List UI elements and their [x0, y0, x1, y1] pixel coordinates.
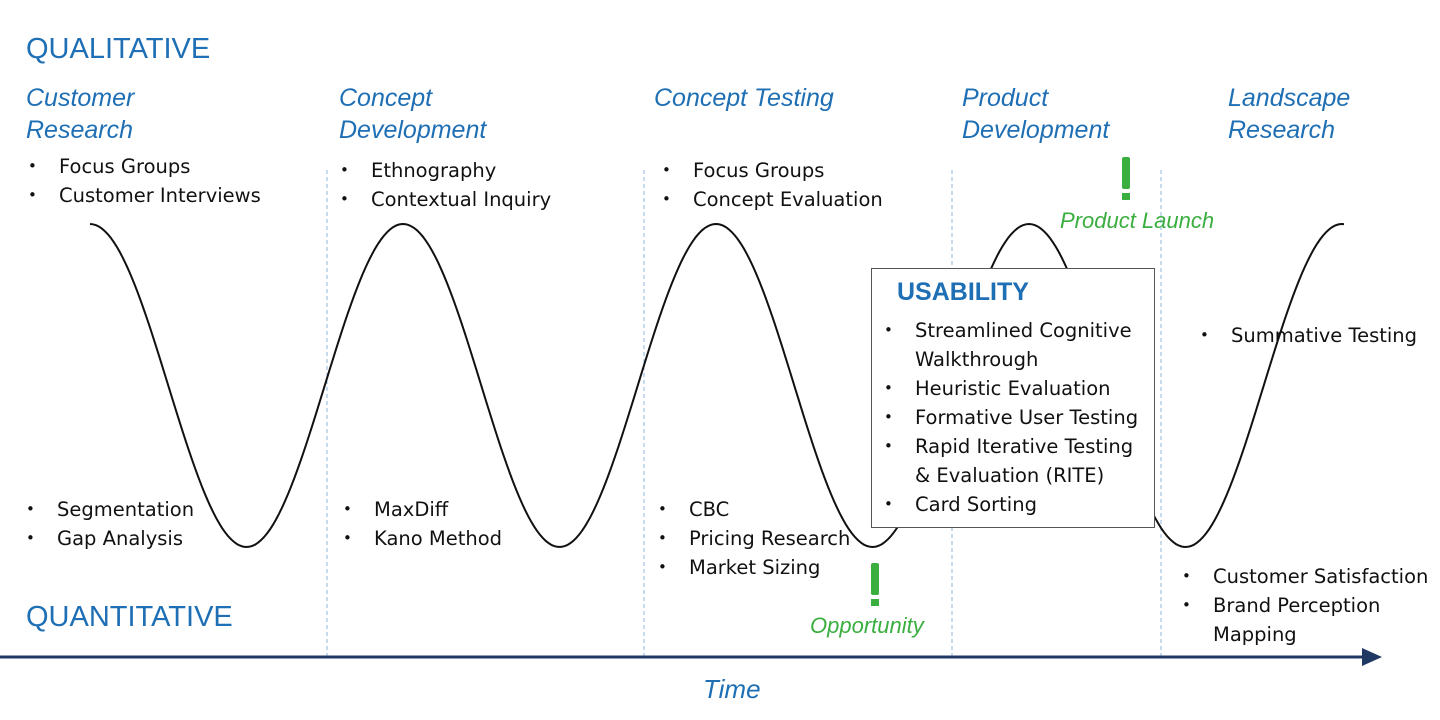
method: Focus Groups — [28, 152, 308, 181]
method: Streamlined Cognitive Walkthrough — [884, 316, 1149, 374]
method: Rapid Iterative Testing & Evaluation (RI… — [884, 432, 1149, 490]
marker-label: Opportunity — [810, 613, 924, 638]
axis-label: Time — [703, 674, 761, 704]
method: Market Sizing — [658, 553, 938, 582]
quantitative-label: QUANTITATIVE — [26, 601, 233, 633]
method: Summative Testing — [1200, 321, 1440, 350]
qualitative-list: Summative Testing — [1200, 321, 1440, 350]
method: Concept Evaluation — [662, 185, 942, 214]
qualitative-list: Focus GroupsCustomer Interviews — [28, 152, 308, 210]
phase-title: Landscape Research — [1228, 84, 1351, 144]
method: Kano Method — [343, 524, 623, 553]
method: Formative User Testing — [884, 403, 1149, 432]
method: Contextual Inquiry — [340, 185, 620, 214]
usability-list: Streamlined Cognitive WalkthroughHeurist… — [884, 316, 1149, 519]
qualitative-label: QUALITATIVE — [26, 33, 211, 65]
method: Gap Analysis — [26, 524, 306, 553]
phase-title: Product Development — [962, 84, 1110, 144]
method: Focus Groups — [662, 156, 942, 185]
quantitative-list: MaxDiffKano Method — [343, 495, 623, 553]
method: Ethnography — [340, 156, 620, 185]
qualitative-list: EthnographyContextual Inquiry — [340, 156, 620, 214]
phase-title: Customer Research — [26, 84, 135, 144]
method: Brand Perception Mapping — [1182, 591, 1432, 649]
quantitative-list: CBCPricing ResearchMarket Sizing — [658, 495, 938, 582]
method: Pricing Research — [658, 524, 938, 553]
method: Heuristic Evaluation — [884, 374, 1149, 403]
method: Segmentation — [26, 495, 306, 524]
qualitative-list: Focus GroupsConcept Evaluation — [662, 156, 942, 214]
method: CBC — [658, 495, 938, 524]
usability-title: USABILITY — [897, 278, 1029, 306]
usability-box: USABILITY Streamlined Cognitive Walkthro… — [871, 268, 1155, 528]
method: Customer Interviews — [28, 181, 308, 210]
phase-title: Concept Development — [339, 84, 487, 144]
axis-arrow — [1362, 648, 1382, 666]
phase-title: Concept Testing — [654, 84, 834, 112]
method: Customer Satisfaction — [1182, 562, 1432, 591]
quantitative-list: Customer SatisfactionBrand Perception Ma… — [1182, 562, 1432, 649]
method: MaxDiff — [343, 495, 623, 524]
marker-label: Product Launch — [1060, 208, 1215, 233]
quantitative-list: SegmentationGap Analysis — [26, 495, 306, 553]
